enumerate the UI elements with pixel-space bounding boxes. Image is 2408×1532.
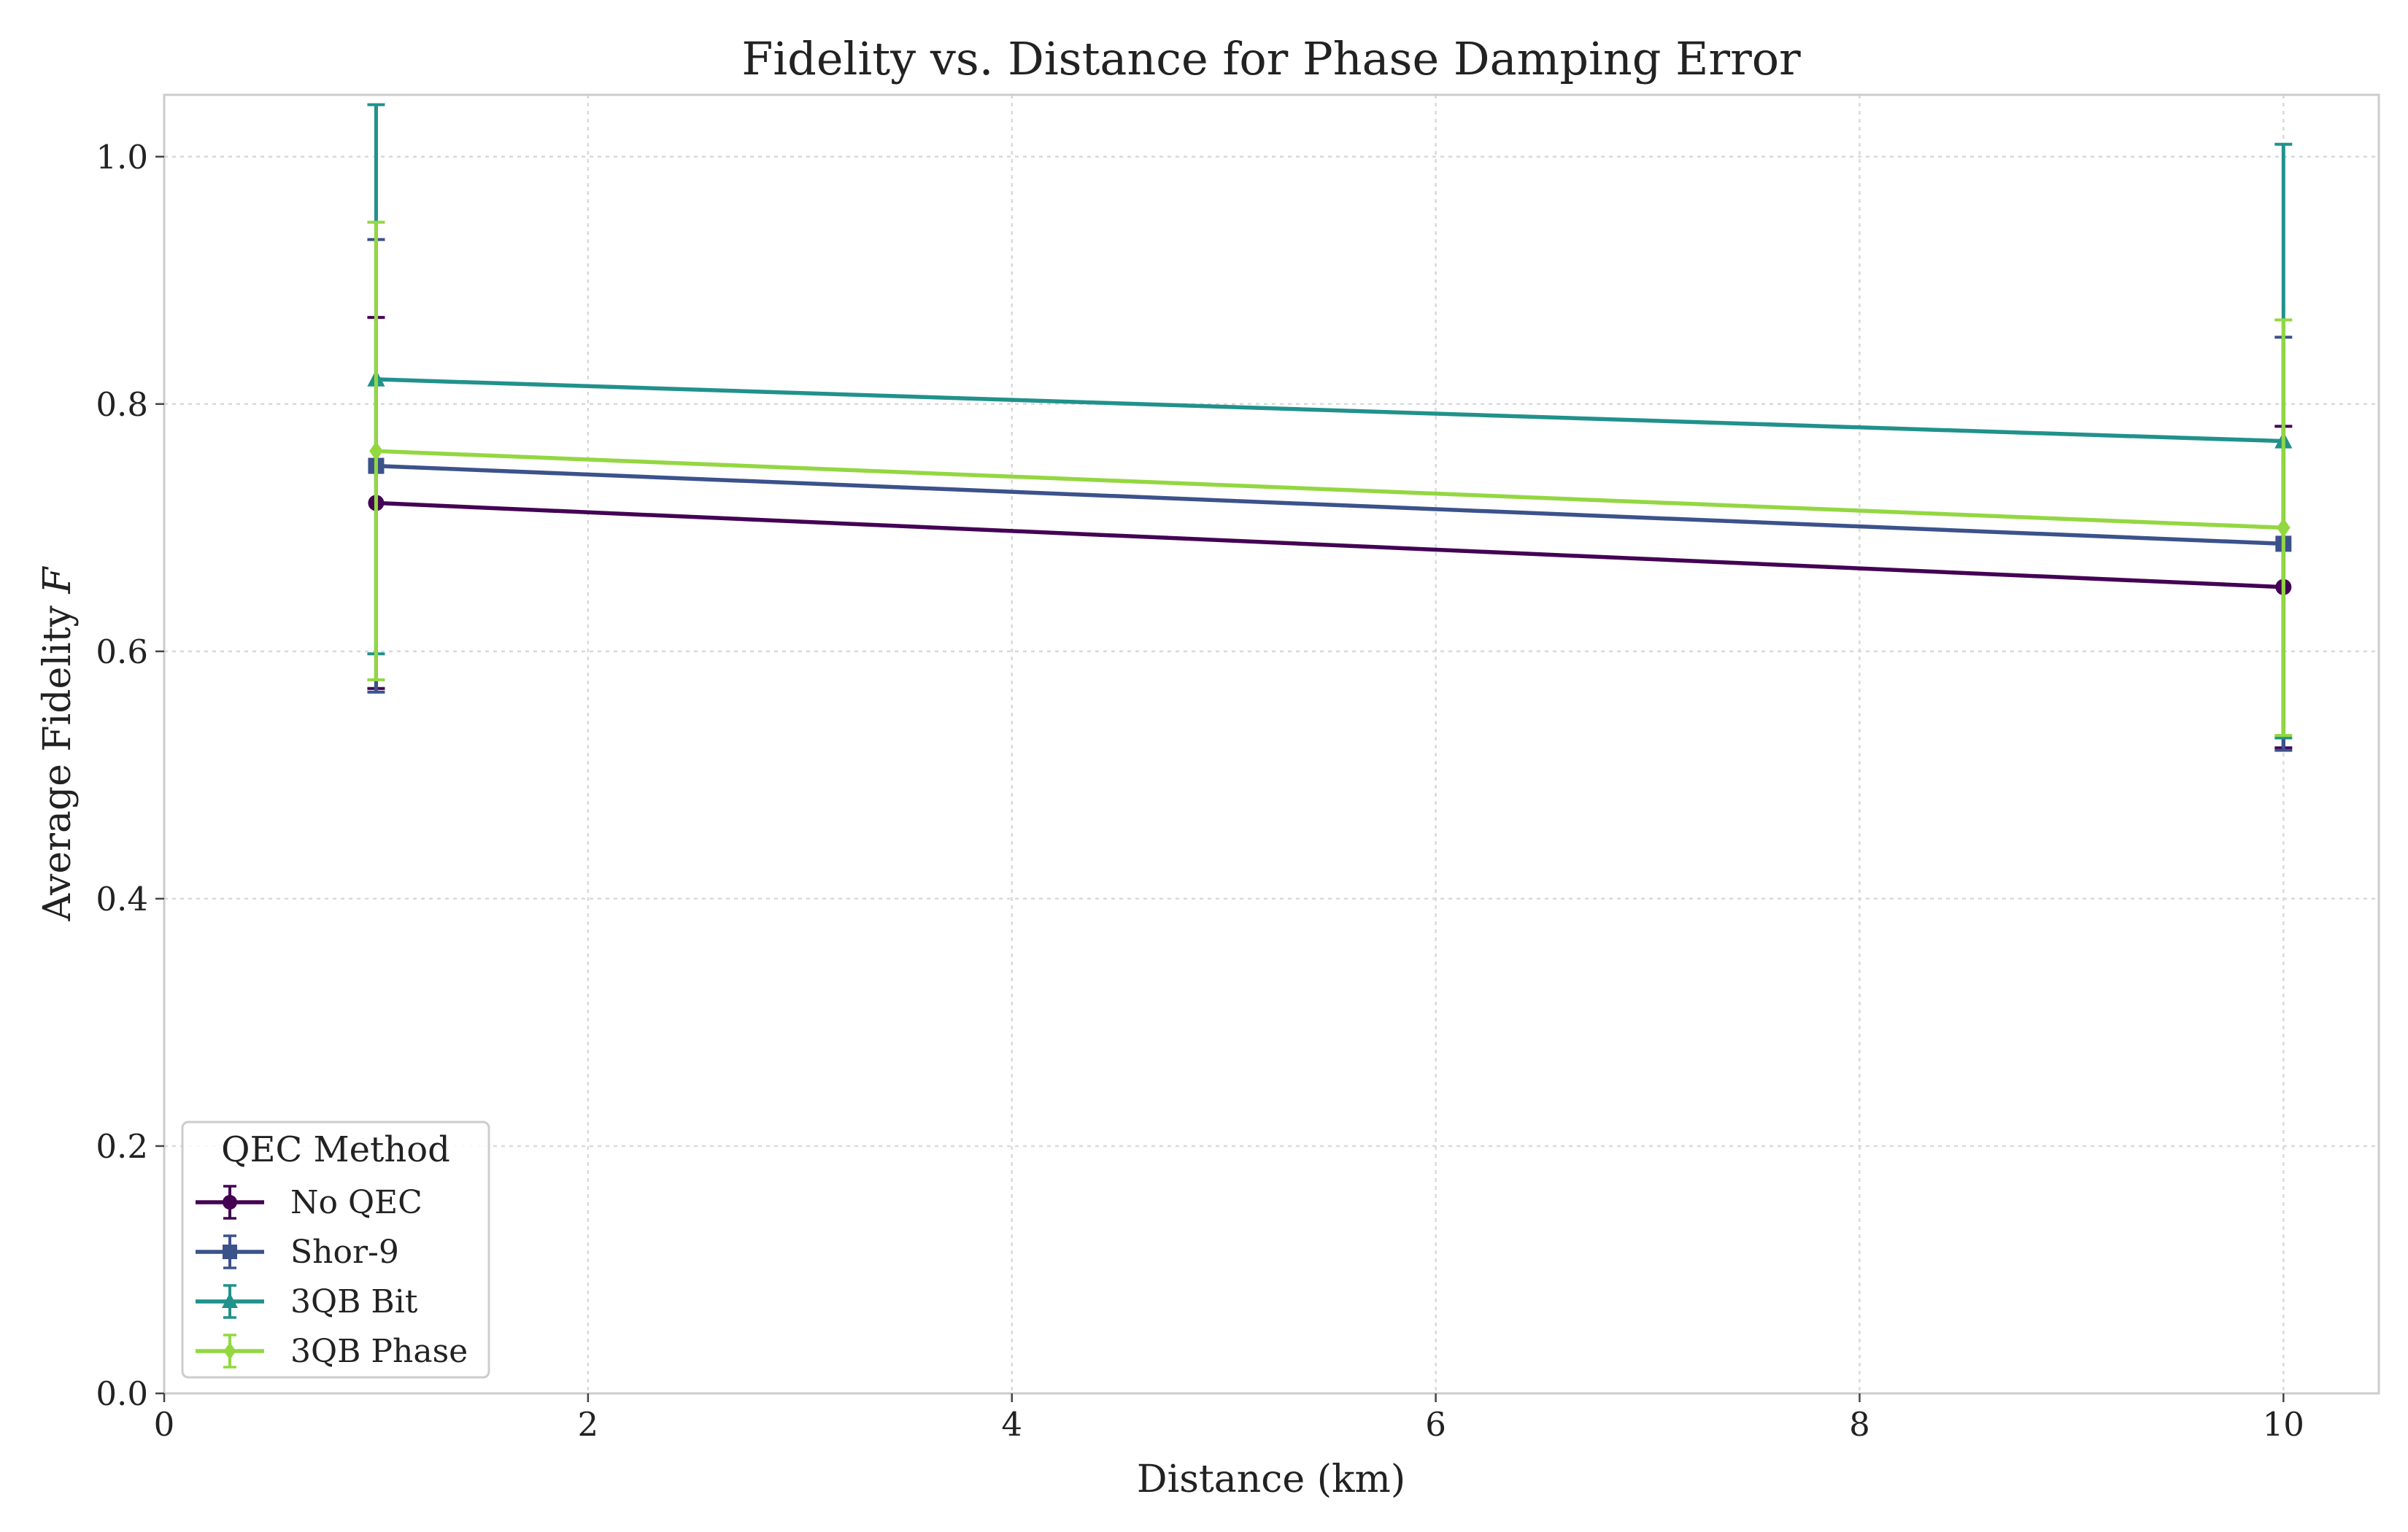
legend-item-no-qec: No QEC [196, 1184, 422, 1221]
series-3qb-phase [367, 220, 2293, 738]
legend-marker [223, 1195, 237, 1210]
series-3qb-bit [367, 103, 2293, 740]
x-axis-label: Distance (km) [1137, 1458, 1405, 1501]
legend-item-3qb-bit: 3QB Bit [196, 1283, 418, 1320]
x-tick-label: 8 [1849, 1405, 1870, 1444]
series-shor-9 [367, 238, 2293, 752]
data-point-3qb-phase [369, 441, 383, 461]
plot-frame [163, 93, 2380, 1395]
chart-title: Fidelity vs. Distance for Phase Damping … [741, 32, 1801, 85]
data-point-3qb-phase [2276, 518, 2291, 538]
series-line-no-qec [376, 500, 2284, 589]
y-tick-label: 0.8 [96, 385, 148, 424]
legend-box [181, 1121, 490, 1379]
y-tick-label: 0.4 [96, 880, 148, 918]
x-tick-label: 10 [2263, 1405, 2304, 1444]
y-axis-label-text: Average Fidelity [36, 606, 80, 922]
series-line-3qb-phase [376, 449, 2284, 530]
x-tick-label: 2 [578, 1405, 599, 1444]
x-tick-label: 4 [1001, 1405, 1022, 1444]
y-axis-label: Average Fidelity F [36, 566, 80, 922]
ticks-layer: 0 2 4 6 8 10 0.0 0.2 0.4 0.6 0.8 1.0 [96, 138, 2304, 1444]
legend-marker [222, 1293, 238, 1308]
legend-label: No QEC [290, 1184, 422, 1221]
grid-layer [163, 95, 2379, 1395]
legend-items: No QEC Shor-9 3QB Bit 3QB Phase [196, 1184, 468, 1370]
legend-marker [223, 1342, 236, 1360]
legend-label: Shor-9 [290, 1234, 399, 1271]
y-tick-label: 0.2 [96, 1127, 148, 1166]
series-line-shor-9 [376, 463, 2284, 546]
y-axis-label-symbol: F [36, 566, 80, 595]
legend-title: QEC Method [221, 1129, 450, 1170]
series-line-3qb-bit [376, 377, 2284, 444]
y-tick-label: 1.0 [96, 138, 148, 177]
series-layer [367, 103, 2293, 752]
y-tick-label: 0.0 [96, 1374, 148, 1413]
legend-marker [223, 1245, 237, 1259]
legend-item-shor-9: Shor-9 [196, 1234, 399, 1271]
legend-label: 3QB Bit [290, 1283, 418, 1320]
x-tick-label: 0 [154, 1405, 175, 1444]
legend: QEC Method No QEC Shor-9 3QB Bit 3QB Phase [181, 1121, 490, 1379]
legend-item-3qb-phase: 3QB Phase [196, 1333, 468, 1370]
y-tick-label: 0.6 [96, 632, 148, 671]
x-tick-label: 6 [1425, 1405, 1446, 1444]
legend-label: 3QB Phase [290, 1333, 468, 1370]
